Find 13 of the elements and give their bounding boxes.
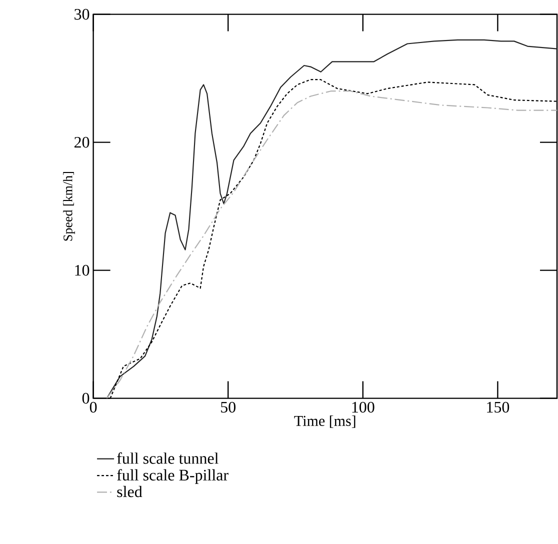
x-tick-label: 150: [487, 402, 510, 413]
y-axis-title: Speed [km/h]: [63, 172, 75, 241]
legend-label: full scale tunnel: [117, 452, 218, 464]
y-tick-label: 30: [74, 8, 90, 20]
legend-label: full scale B-pillar: [117, 469, 228, 484]
x-tick-label: 50: [221, 402, 236, 413]
y-tick-label: 0: [82, 392, 90, 404]
legend-label: sled: [117, 486, 142, 498]
x-tick-label: 100: [352, 402, 374, 413]
y-tick-label: 20: [74, 136, 90, 148]
y-tick-label: 10: [75, 264, 90, 276]
x-tick-label: 0: [90, 402, 97, 413]
x-axis-title: Time [ms]: [294, 415, 356, 428]
